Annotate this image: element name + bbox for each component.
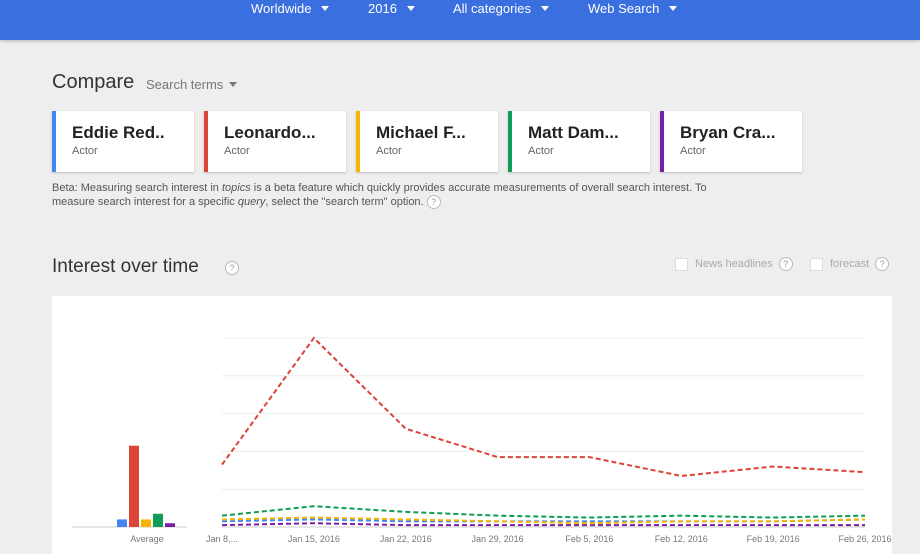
- card-name: Leonardo...: [224, 123, 316, 142]
- search-terms-label: Search terms: [146, 77, 224, 92]
- x-tick-label: Feb 5, 2016: [565, 534, 613, 544]
- category-filter[interactable]: All categories: [453, 0, 550, 16]
- forecast-checkbox[interactable]: [810, 257, 823, 271]
- chevron-down-icon: [541, 5, 550, 11]
- help-icon[interactable]: ?: [875, 257, 890, 271]
- card-type: Actor: [528, 145, 554, 157]
- card-name: Eddie Red..: [72, 123, 165, 142]
- average-bar: [141, 519, 151, 527]
- location-filter-label: Worldwide: [251, 0, 312, 16]
- time-range-filter-label: 2016: [368, 0, 397, 16]
- chevron-down-icon: [229, 82, 238, 87]
- card-name: Bryan Cra...: [680, 123, 776, 142]
- beta-query: query: [237, 195, 266, 208]
- interest-over-time-title: Interest over time: [52, 256, 199, 277]
- compare-card-bryan[interactable]: Bryan Cra... Actor: [660, 111, 802, 172]
- average-bar: [165, 523, 175, 527]
- card-name: Michael F...: [376, 123, 466, 142]
- card-type: Actor: [376, 145, 402, 157]
- chevron-down-icon: [669, 5, 678, 11]
- help-icon[interactable]: ?: [778, 257, 793, 271]
- chevron-down-icon: [406, 5, 415, 11]
- news-headlines-label: News headlines: [695, 258, 773, 270]
- card-type: Actor: [72, 145, 98, 157]
- compare-card-leonardo[interactable]: Leonardo... Actor: [204, 111, 346, 172]
- location-filter[interactable]: Worldwide: [251, 0, 330, 16]
- category-filter-label: All categories: [453, 0, 532, 16]
- x-tick-label: Jan 29, 2016: [472, 534, 524, 544]
- help-icon[interactable]: ?: [426, 195, 441, 209]
- x-tick-label: Feb 12, 2016: [655, 534, 708, 544]
- beta-note: Beta: Measuring search interest in topic…: [52, 182, 732, 209]
- beta-text-3: , select the "search term" option.: [265, 195, 427, 208]
- x-tick-label: Feb 19, 2016: [747, 534, 800, 544]
- beta-topics: topics: [221, 182, 251, 194]
- search-terms-dropdown[interactable]: Search terms: [146, 77, 238, 92]
- average-bar: [153, 513, 163, 527]
- news-headlines-checkbox[interactable]: [675, 257, 688, 271]
- compare-card-michael[interactable]: Michael F... Actor: [356, 111, 498, 172]
- top-filter-bar: Worldwide 2016 All categories Web Search: [0, 0, 920, 40]
- series-line: [221, 522, 865, 527]
- series-line: [221, 336, 866, 477]
- forecast-label: forecast: [830, 258, 870, 270]
- x-tick-label: Jan 22, 2016: [380, 534, 432, 544]
- chevron-down-icon: [321, 5, 330, 11]
- card-type: Actor: [224, 145, 250, 157]
- card-name: Matt Dam...: [528, 123, 619, 142]
- forecast-toggle[interactable]: forecast ?: [810, 257, 890, 271]
- compare-title: Compare: [52, 71, 135, 93]
- x-tick-label: Feb 26, 2016: [838, 534, 891, 544]
- average-bar: [129, 445, 139, 527]
- x-tick-label: Jan 8,...: [206, 534, 238, 544]
- interest-over-time-chart: Average Jan 8,... Jan 15, 2016 Jan 22, 2016…: [52, 296, 892, 554]
- line-chart: Average Jan 8,... Jan 15, 2016 Jan 22, 2016…: [72, 336, 892, 544]
- search-type-filter[interactable]: Web Search: [588, 0, 678, 16]
- beta-text-1: Beta: Measuring search interest in: [52, 182, 222, 194]
- series-line: [221, 516, 866, 525]
- x-tick-label: Jan 15, 2016: [288, 534, 340, 544]
- compare-card-matt[interactable]: Matt Dam... Actor: [508, 111, 650, 172]
- compare-card-eddie[interactable]: Eddie Red.. Actor: [52, 111, 194, 172]
- card-type: Actor: [680, 145, 706, 157]
- beta-text-2: is a beta feature which quickly provides…: [52, 182, 707, 208]
- average-bar: [117, 519, 127, 527]
- time-range-filter[interactable]: 2016: [368, 0, 415, 16]
- search-type-filter-label: Web Search: [588, 0, 660, 16]
- series-line: [221, 505, 866, 519]
- average-label: Average: [130, 534, 163, 544]
- news-headlines-toggle[interactable]: News headlines ?: [675, 257, 793, 271]
- help-icon[interactable]: ?: [225, 261, 239, 275]
